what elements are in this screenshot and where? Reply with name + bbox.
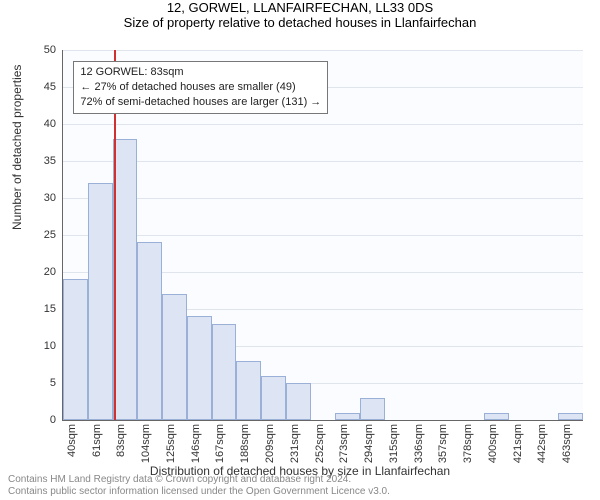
footer-line-2: Contains public sector information licen… (8, 486, 390, 498)
y-axis-label: Number of detached properties (10, 65, 24, 230)
histogram-bar (236, 361, 261, 420)
footer: Contains HM Land Registry data © Crown c… (8, 474, 390, 498)
x-tick-label: 357sqm (437, 424, 449, 463)
histogram-bar (261, 376, 286, 420)
x-tick-label: 125sqm (165, 424, 177, 463)
x-tick-label: 83sqm (115, 424, 127, 457)
histogram-bar (558, 413, 583, 420)
footer-line-1: Contains HM Land Registry data © Crown c… (8, 474, 390, 486)
x-tick-label: 167sqm (214, 424, 226, 463)
annotation-line-1: 12 GORWEL: 83sqm (80, 65, 321, 80)
x-tick-label: 104sqm (140, 424, 152, 463)
x-tick-label: 252sqm (314, 424, 326, 463)
x-tick-label: 40sqm (66, 424, 78, 457)
x-tick-label: 400sqm (487, 424, 499, 463)
histogram-bar (212, 324, 237, 420)
chart-area: 12 GORWEL: 83sqm ← 27% of detached house… (62, 50, 583, 421)
x-tick-label: 336sqm (413, 424, 425, 463)
y-tick-label: 35 (30, 155, 56, 167)
histogram-bar (187, 316, 212, 420)
y-tick-label: 10 (30, 340, 56, 352)
y-tick-label: 5 (30, 377, 56, 389)
x-tick-label: 442sqm (536, 424, 548, 463)
histogram-bar (360, 398, 385, 420)
histogram-bar (63, 279, 88, 420)
y-tick-label: 50 (30, 44, 56, 56)
x-tick-label: 61sqm (91, 424, 103, 457)
x-tick-label: 231sqm (289, 424, 301, 463)
x-tick-label: 421sqm (512, 424, 524, 463)
x-tick-label: 378sqm (462, 424, 474, 463)
y-tick-label: 40 (30, 118, 56, 130)
histogram-bar (335, 413, 360, 420)
x-tick-label: 294sqm (363, 424, 375, 463)
y-tick-label: 30 (30, 192, 56, 204)
x-tick-label: 188sqm (239, 424, 251, 463)
y-tick-label: 45 (30, 81, 56, 93)
x-tick-label: 146sqm (190, 424, 202, 463)
title-line-1: 12, GORWEL, LLANFAIRFECHAN, LL33 0DS (0, 0, 600, 15)
histogram-bar (286, 383, 311, 420)
annotation-line-2: ← 27% of detached houses are smaller (49… (80, 80, 321, 95)
x-tick-label: 463sqm (561, 424, 573, 463)
y-tick-label: 25 (30, 229, 56, 241)
y-tick-label: 0 (30, 414, 56, 426)
x-tick-label: 273sqm (338, 424, 350, 463)
histogram-bar (162, 294, 187, 420)
y-tick-label: 15 (30, 303, 56, 315)
annotation-box: 12 GORWEL: 83sqm ← 27% of detached house… (73, 61, 328, 114)
title-line-2: Size of property relative to detached ho… (0, 15, 600, 30)
histogram-bar (88, 183, 113, 420)
histogram-bar (137, 242, 162, 420)
annotation-line-3: 72% of semi-detached houses are larger (… (80, 95, 321, 110)
histogram-bar (484, 413, 509, 420)
x-tick-label: 209sqm (264, 424, 276, 463)
y-tick-label: 20 (30, 266, 56, 278)
x-tick-label: 315sqm (388, 424, 400, 463)
